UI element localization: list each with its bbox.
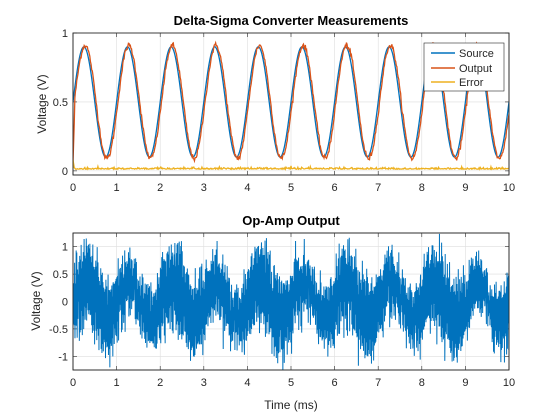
top-x-tick-label: 10 — [503, 182, 515, 194]
bottom-series-op-amp-output-line — [73, 233, 509, 370]
top-x-tick-label: 2 — [157, 182, 163, 194]
top-x-tick-label: 9 — [462, 182, 468, 194]
bottom-x-tick-label: 10 — [503, 377, 515, 389]
legend-error-label: Error — [459, 77, 484, 89]
bottom-y-tick-label: -1 — [58, 351, 68, 363]
bottom-ticks: 0 1 2 3 4 5 6 7 8 9 10 -1 -0.5 0 0.5 1 — [49, 233, 515, 389]
bottom-x-tick-label: 4 — [244, 377, 250, 389]
top-x-tick-label: 8 — [419, 182, 425, 194]
bottom-series — [73, 233, 509, 370]
bottom-axes: 0 1 2 3 4 5 6 7 8 9 10 -1 -0.5 0 0.5 1 Op-Amp Output Vo… — [29, 213, 515, 412]
bottom-y-tick-label: 0.5 — [53, 269, 68, 281]
top-axes: 0 1 2 3 4 5 6 7 8 9 10 0 0.5 1 Delta-Sigma Converter … — [35, 13, 515, 194]
bottom-y-tick-label: 1 — [62, 242, 68, 254]
bottom-x-tick-label: 0 — [70, 377, 76, 389]
top-y-tick-label: 0 — [62, 166, 68, 178]
top-x-tick-label: 1 — [114, 182, 120, 194]
top-y-axis-label: Voltage (V) — [35, 74, 49, 133]
top-series-error-line — [73, 159, 509, 171]
top-x-tick-label: 0 — [70, 182, 76, 194]
top-legend: Source Output Error — [423, 42, 505, 92]
top-x-tick-label: 3 — [201, 182, 207, 194]
bottom-x-tick-label: 7 — [375, 377, 381, 389]
bottom-y-axis-label: Voltage (V) — [29, 271, 43, 330]
top-y-tick-label: 1 — [62, 28, 68, 40]
bottom-x-tick-label: 8 — [419, 377, 425, 389]
top-y-tick-label: 0.5 — [53, 97, 68, 109]
bottom-x-tick-label: 2 — [157, 377, 163, 389]
bottom-x-axis-label: Time (ms) — [264, 398, 318, 412]
bottom-x-tick-label: 3 — [201, 377, 207, 389]
legend-output-label: Output — [459, 63, 492, 75]
top-ticks: 0 1 2 3 4 5 6 7 8 9 10 0 0.5 1 — [53, 28, 515, 194]
top-x-tick-label: 6 — [332, 182, 338, 194]
bottom-x-tick-label: 9 — [462, 377, 468, 389]
bottom-x-tick-label: 1 — [114, 377, 120, 389]
top-chart-title: Delta-Sigma Converter Measurements — [174, 13, 409, 28]
bottom-y-tick-label: 0 — [62, 297, 68, 309]
bottom-y-tick-label: -0.5 — [49, 324, 68, 336]
bottom-x-tick-label: 5 — [288, 377, 294, 389]
legend-source-label: Source — [459, 48, 494, 60]
top-x-tick-label: 7 — [375, 182, 381, 194]
top-x-tick-label: 4 — [244, 182, 250, 194]
bottom-chart-title: Op-Amp Output — [242, 213, 340, 228]
top-x-tick-label: 5 — [288, 182, 294, 194]
bottom-x-tick-label: 6 — [332, 377, 338, 389]
